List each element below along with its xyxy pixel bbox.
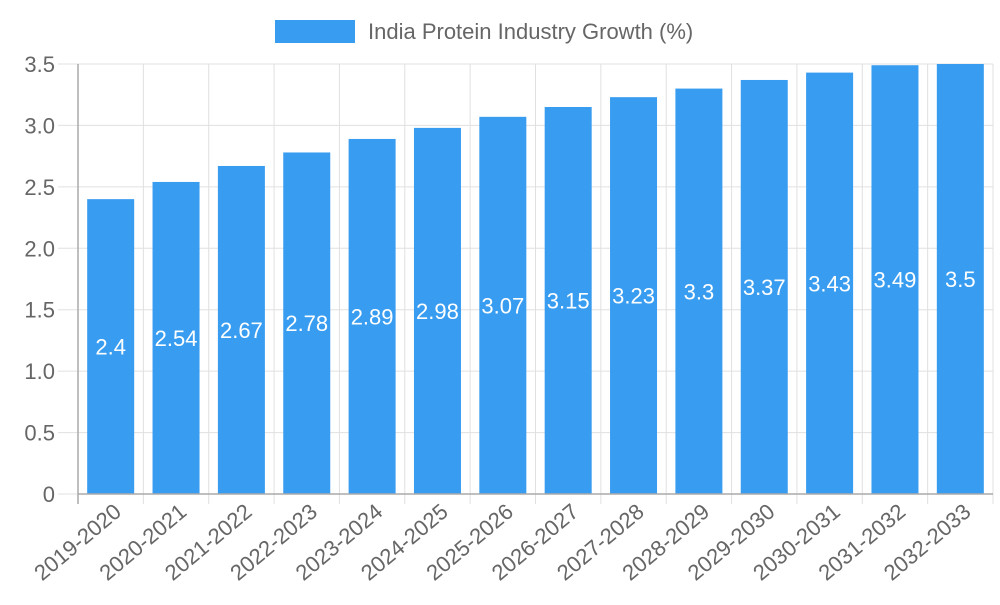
bar bbox=[152, 181, 200, 494]
y-tick-label: 1.5 bbox=[24, 298, 55, 323]
data-label: 3.07 bbox=[481, 293, 524, 318]
bar bbox=[675, 88, 723, 495]
bar bbox=[871, 65, 919, 494]
bar bbox=[283, 152, 331, 494]
data-label: 2.98 bbox=[416, 299, 459, 324]
data-label: 3.43 bbox=[808, 271, 851, 296]
data-label: 3.5 bbox=[945, 267, 976, 292]
bar bbox=[348, 138, 396, 494]
bar bbox=[413, 127, 461, 494]
y-tick-label: 3.0 bbox=[24, 113, 55, 138]
bar bbox=[610, 97, 658, 495]
data-label: 3.3 bbox=[684, 279, 715, 304]
data-labels: 2.4 2.54 2.67 2.78 2.89 2.98 3.07 3.15 3.23 3.3 3.… bbox=[95, 267, 975, 360]
legend[interactable]: India Protein Industry Growth (%) bbox=[275, 19, 693, 44]
data-label: 3.15 bbox=[547, 289, 590, 314]
data-label: 2.54 bbox=[155, 326, 198, 351]
y-tick-label: 0.5 bbox=[24, 421, 55, 446]
bar bbox=[479, 116, 527, 494]
y-axis: 0 0.5 1.0 1.5 2.0 2.5 3.0 3.5 bbox=[24, 52, 79, 507]
bar bbox=[806, 72, 854, 494]
bar bbox=[544, 107, 592, 494]
data-label: 3.37 bbox=[743, 275, 786, 300]
data-label: 2.89 bbox=[351, 304, 394, 329]
x-axis: 2019-20202020-20212021-20222022-20232023… bbox=[29, 493, 993, 585]
bar bbox=[936, 64, 984, 494]
legend-label: India Protein Industry Growth (%) bbox=[368, 19, 693, 44]
bar bbox=[87, 199, 135, 494]
legend-swatch bbox=[275, 20, 355, 43]
data-label: 3.49 bbox=[874, 268, 917, 293]
y-tick-label: 0 bbox=[43, 482, 55, 507]
data-label: 2.67 bbox=[220, 318, 263, 343]
bars bbox=[87, 64, 984, 495]
y-tick-label: 2.5 bbox=[24, 175, 55, 200]
bar bbox=[217, 165, 265, 494]
y-tick-label: 1.0 bbox=[24, 359, 55, 384]
bar bbox=[740, 79, 788, 494]
data-label: 2.78 bbox=[285, 311, 328, 336]
data-label: 3.23 bbox=[612, 284, 655, 309]
y-tick-label: 2.0 bbox=[24, 236, 55, 261]
y-tick-label: 3.5 bbox=[24, 52, 55, 77]
data-label: 2.4 bbox=[95, 335, 126, 360]
